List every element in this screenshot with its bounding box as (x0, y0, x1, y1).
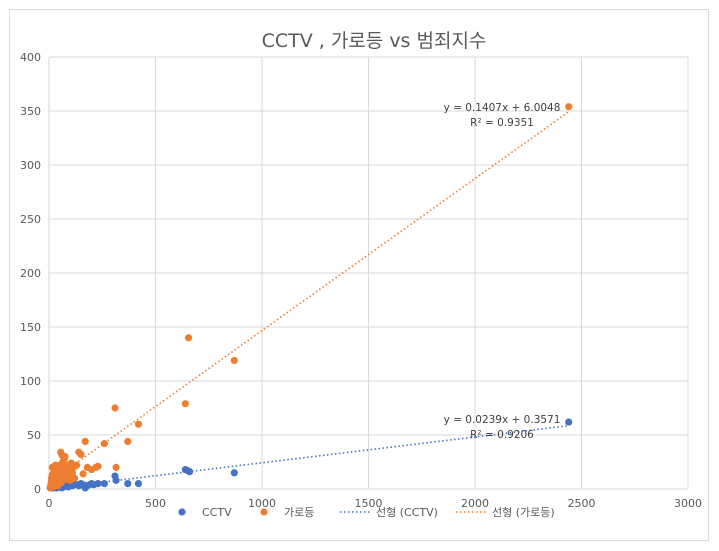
data-point-가로등 (81, 437, 89, 446)
data-point-가로등 (70, 474, 79, 482)
data-points (46, 103, 573, 492)
chart-frame: CCTV , 가로등 vs 범죄지수 0 50 100 150 200 250 300 350… (9, 9, 709, 541)
trendline-r-squared: R² = 0.9351 (470, 117, 534, 129)
y-axis-tick-labels: 0 50 100 150 200 250 300 350 400 (20, 51, 41, 496)
gridlines (48, 56, 689, 490)
data-point-가로등 (77, 450, 85, 459)
chart-title: CCTV , 가로등 vs 범죄지수 (262, 30, 487, 52)
y-tick-label: 300 (20, 159, 41, 172)
x-tick-label: 2000 (461, 497, 489, 510)
scatter-chart: CCTV , 가로등 vs 범죄지수 0 50 100 150 200 250 300 350… (20, 30, 703, 519)
trendline-가로등 (48, 111, 570, 484)
data-point-가로등 (111, 404, 119, 412)
trendline-annotations: y = 0.0239x + 0.3571 R² = 0.9206 y = 0.140… (444, 102, 561, 441)
y-tick-label: 250 (20, 213, 41, 226)
data-point-가로등 (184, 334, 193, 342)
y-tick-label: 150 (20, 321, 41, 334)
x-tick-label: 3000 (674, 497, 702, 510)
data-point-CCTV (94, 480, 102, 488)
legend: CCTV 가로등 선형 (CCTV) 선형 (가로등) (178, 506, 555, 519)
trendlines (48, 111, 570, 490)
y-tick-label: 350 (20, 105, 41, 118)
data-point-CCTV (134, 480, 143, 488)
x-tick-label: 500 (145, 497, 166, 510)
x-tick-label: 1500 (355, 497, 383, 510)
data-point-가로등 (565, 103, 573, 111)
data-point-CCTV (565, 418, 573, 426)
data-point-CCTV (100, 480, 108, 488)
x-tick-label: 1000 (248, 497, 276, 510)
data-point-가로등 (100, 440, 108, 448)
data-point-가로등 (124, 437, 132, 446)
y-tick-label: 0 (34, 483, 41, 496)
data-point-가로등 (134, 420, 143, 428)
data-point-가로등 (230, 356, 238, 365)
trendline-equation: y = 0.0239x + 0.3571 (444, 414, 561, 426)
data-point-가로등 (73, 461, 81, 469)
trendline-equation: y = 0.1407x + 6.0048 (444, 102, 561, 114)
x-tick-label: 0 (46, 497, 53, 510)
legend-label: CCTV (202, 506, 232, 519)
y-tick-label: 200 (20, 267, 41, 280)
y-tick-label: 400 (20, 51, 41, 64)
data-point-가로등 (79, 470, 87, 478)
trendline-CCTV (48, 424, 569, 490)
legend-label: 가로등 (284, 506, 314, 519)
data-point-CCTV (112, 476, 120, 484)
y-tick-label: 100 (20, 375, 41, 388)
y-tick-label: 50 (27, 429, 41, 442)
legend-label: 선형 (CCTV) (376, 506, 438, 519)
data-point-가로등 (68, 469, 77, 477)
trendline-r-squared: R² = 0.9206 (470, 429, 534, 441)
x-tick-label: 2500 (568, 497, 596, 510)
legend-marker (260, 508, 268, 516)
data-point-가로등 (112, 463, 120, 471)
legend-label: 선형 (가로등) (492, 506, 555, 519)
data-point-CCTV (124, 480, 132, 488)
data-point-CCTV (230, 469, 238, 477)
data-point-가로등 (94, 462, 102, 470)
data-point-CCTV (185, 468, 194, 476)
data-point-가로등 (181, 400, 189, 408)
x-axis-tick-labels: 0 500 1000 1500 2000 2500 3000 (46, 497, 703, 510)
data-point-가로등 (61, 453, 69, 461)
legend-marker (178, 508, 186, 516)
